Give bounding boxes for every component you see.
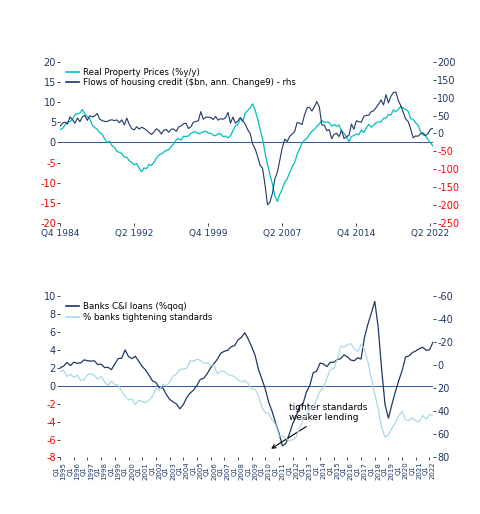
Legend: Real Property Prices (%y/y), Flows of housing credit ($bn, ann. Change9) - rhs: Real Property Prices (%y/y), Flows of ho… [64,66,297,89]
Legend: Banks C&I loans (%qoq), % banks tightening standards: Banks C&I loans (%qoq), % banks tighteni… [64,300,214,323]
Text: tighter standards
weaker lending: tighter standards weaker lending [272,403,367,448]
